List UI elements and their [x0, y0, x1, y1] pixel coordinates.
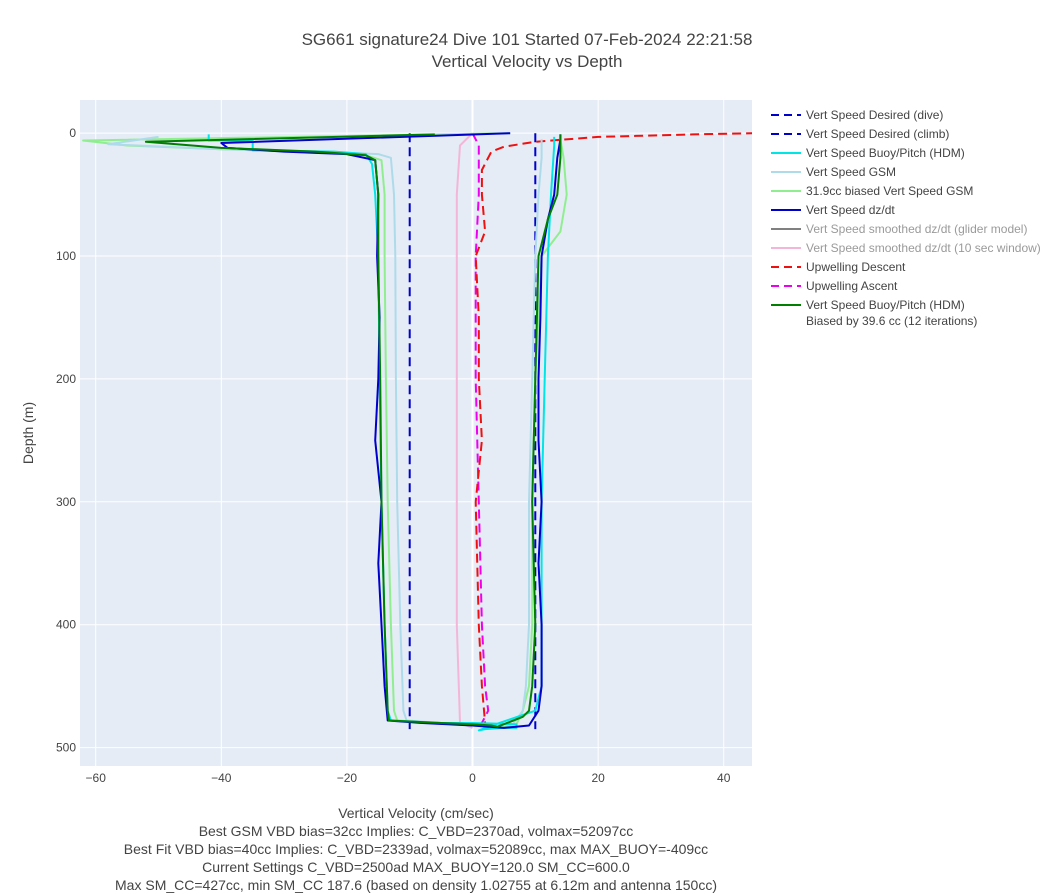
- bias-note: Max SM_CC=427cc, min SM_CC 187.6 (based …: [115, 877, 717, 893]
- legend-label: Vert Speed Desired (dive): [806, 108, 943, 122]
- legend-label: Vert Speed Desired (climb): [806, 127, 949, 141]
- legend-item[interactable]: Vert Speed dz/dt: [771, 203, 895, 217]
- y-tick-label: 400: [56, 618, 76, 632]
- legend-label: Vert Speed smoothed dz/dt (10 sec window…: [806, 241, 1041, 255]
- x-tick-label: 20: [591, 771, 605, 785]
- series-line: [144, 133, 562, 728]
- legend-label: Vert Speed dz/dt: [806, 203, 895, 217]
- y-axis-title: Depth (m): [20, 402, 36, 464]
- legend-label: Vert Speed Buoy/Pitch (HDM): [806, 146, 965, 160]
- plot-area: [80, 100, 752, 766]
- x-tick-label: 40: [717, 771, 731, 785]
- legend[interactable]: Vert Speed Desired (dive) Vert Speed Desi…: [771, 108, 1041, 328]
- legend-label: Vert Speed smoothed dz/dt (glider model): [806, 222, 1027, 236]
- y-tick-label: 300: [56, 495, 76, 509]
- legend-label: Upwelling Ascent: [806, 279, 898, 293]
- y-tick-label: 500: [56, 741, 76, 755]
- x-tick-label: −20: [337, 771, 358, 785]
- legend-label: Vert Speed Buoy/Pitch (HDM) Biased by 39.…: [806, 298, 977, 328]
- y-axis-ticks: 0 100 200 300 400 500: [56, 126, 76, 754]
- series-line: [471, 132, 490, 730]
- legend-label: 31.9cc biased Vert Speed GSM: [806, 184, 973, 198]
- x-tick-label: 0: [469, 771, 476, 785]
- legend-item[interactable]: Vert Speed smoothed dz/dt (10 sec window…: [771, 241, 1041, 255]
- y-tick-label: 100: [56, 249, 76, 263]
- bias-note: Best GSM VBD bias=32cc Implies: C_VBD=23…: [199, 823, 634, 839]
- y-tick-label: 200: [56, 372, 76, 386]
- chart-subtitle: Vertical Velocity vs Depth: [432, 52, 623, 71]
- bias-note: Best Fit VBD bias=40cc Implies: C_VBD=23…: [124, 841, 708, 857]
- bias-notes: Best GSM VBD bias=32cc Implies: C_VBD=23…: [115, 823, 717, 893]
- legend-item[interactable]: Vert Speed Buoy/Pitch (HDM): [771, 146, 965, 160]
- legend-item[interactable]: Upwelling Ascent: [771, 279, 898, 293]
- legend-item[interactable]: 31.9cc biased Vert Speed GSM: [771, 184, 973, 198]
- x-axis-title: Vertical Velocity (cm/sec): [338, 805, 494, 821]
- legend-item[interactable]: Vert Speed GSM: [771, 165, 896, 179]
- grid: [80, 100, 752, 766]
- legend-item[interactable]: Vert Speed Desired (climb): [771, 127, 949, 141]
- legend-item[interactable]: Upwelling Descent: [771, 260, 906, 274]
- legend-item[interactable]: Vert Speed Buoy/Pitch (HDM) Biased by 39.…: [771, 298, 977, 328]
- chart-title: SG661 signature24 Dive 101 Started 07-Fe…: [302, 30, 753, 49]
- legend-item[interactable]: Vert Speed smoothed dz/dt (glider model): [771, 222, 1027, 236]
- legend-label: Upwelling Descent: [806, 260, 906, 274]
- x-tick-label: −60: [86, 771, 107, 785]
- x-axis-ticks: −60 −40 −20 0 20 40: [86, 771, 731, 785]
- bias-note: Current Settings C_VBD=2500ad MAX_BUOY=1…: [202, 859, 630, 875]
- series-line: [474, 132, 752, 724]
- x-tick-label: −40: [211, 771, 232, 785]
- legend-item[interactable]: Vert Speed Desired (dive): [771, 108, 943, 122]
- legend-label: Vert Speed GSM: [806, 165, 896, 179]
- series-layer: [82, 132, 752, 732]
- y-tick-label: 0: [69, 126, 76, 140]
